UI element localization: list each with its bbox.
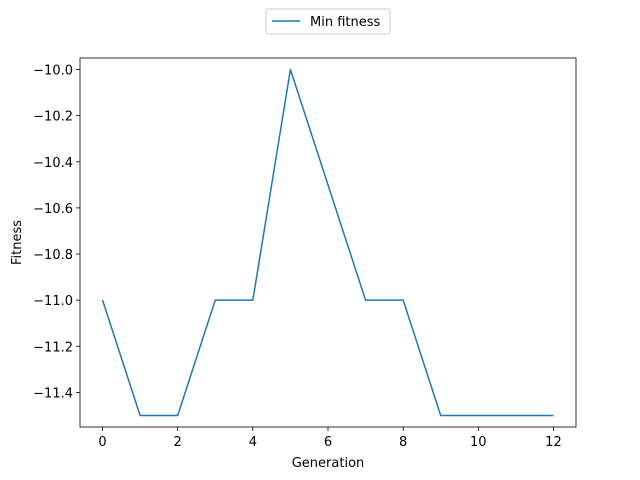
y-tick-label: −10.4 <box>33 156 73 171</box>
y-tick-label: −10.0 <box>33 64 73 79</box>
y-tick-label: −10.6 <box>33 202 73 217</box>
x-tick-label: 12 <box>545 435 562 450</box>
legend: Min fitness <box>265 8 391 35</box>
legend-box <box>265 8 391 35</box>
plot-frame <box>79 57 577 428</box>
y-tick-label: −11.2 <box>33 340 73 355</box>
x-tick-label: 6 <box>324 435 332 450</box>
y-tick-label: −11.0 <box>33 294 73 309</box>
ticks-layer: 0 2 4 6 8 10 12 −10.0 −10.2 −10.4 −10.6 −10.8 −11.0 −… <box>33 64 562 450</box>
series-line <box>101 68 554 417</box>
x-tick-label: 8 <box>399 435 407 450</box>
y-axis-label: Fitness <box>10 220 25 265</box>
legend-label: Min fitness <box>310 15 380 30</box>
series-layer <box>101 68 554 417</box>
x-tick-label: 2 <box>174 435 182 450</box>
y-tick-label: −10.8 <box>33 248 73 263</box>
x-tick-label: 0 <box>98 435 106 450</box>
x-tick-label: 4 <box>249 435 257 450</box>
y-tick-label: −10.2 <box>33 110 73 125</box>
x-tick-label: 10 <box>470 435 487 450</box>
x-axis-label: Generation <box>292 456 365 471</box>
y-tick-label: −11.4 <box>33 386 73 401</box>
plot-area <box>80 58 576 427</box>
